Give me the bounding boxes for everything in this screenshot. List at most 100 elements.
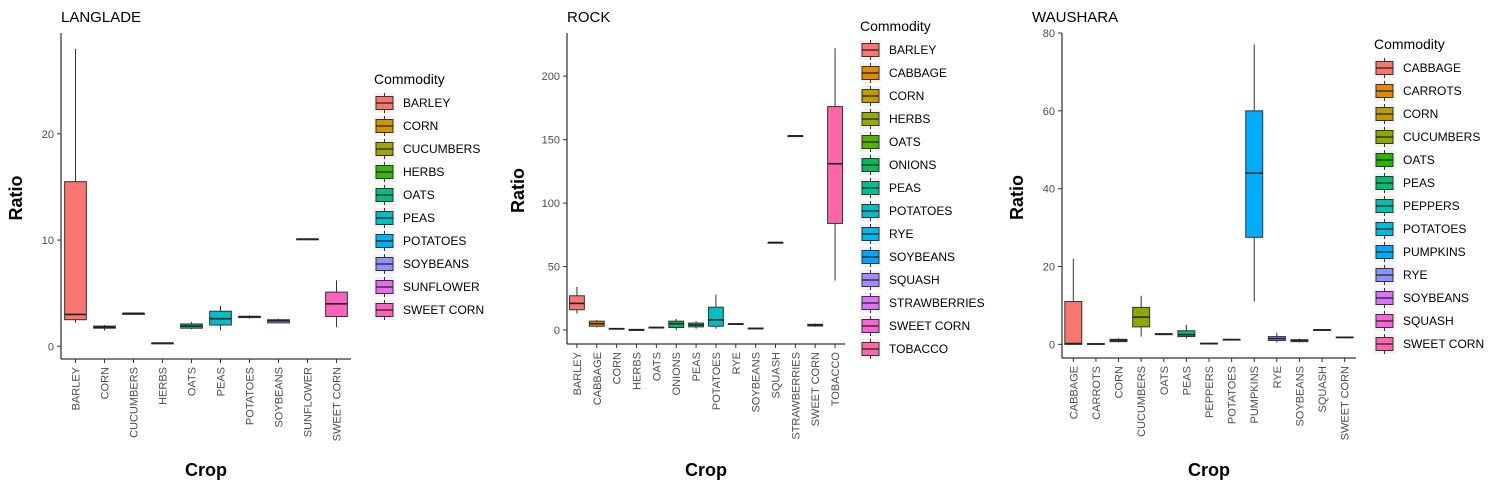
box-oats (1154, 333, 1173, 336)
legend-key (860, 224, 881, 244)
legend-label: CUCUMBERS (403, 142, 480, 156)
legend-label: CABBAGE (889, 66, 947, 80)
legend-label: RYE (889, 227, 913, 241)
x-tick-label: OATS (187, 367, 199, 396)
x-tick-label: CABBAGE (592, 352, 604, 405)
legend-label: SWEET CORN (1403, 337, 1484, 351)
box-squash (1313, 329, 1332, 331)
legend-key (1374, 81, 1395, 101)
box-soybeans (1290, 338, 1309, 343)
box-body (707, 306, 724, 327)
box-sunflower (296, 238, 319, 241)
x-tick-label: POTATOES (711, 352, 723, 410)
x-tick-label: CORN (100, 367, 112, 399)
box-rye (1267, 332, 1286, 343)
box-soybeans (267, 318, 290, 324)
box-body (1177, 330, 1196, 338)
legend-label: SOYBEANS (403, 257, 469, 271)
box-cabbage (1064, 258, 1083, 345)
legend-label: POTATOES (1403, 222, 1466, 236)
legend-key (1374, 242, 1395, 262)
legend-key (1374, 265, 1395, 285)
legend-title: Commodity (1374, 36, 1445, 52)
y-tick-label: 200 (542, 71, 560, 83)
legend-key (860, 293, 881, 313)
x-tick-label: OATS (651, 352, 663, 381)
box-body (827, 106, 844, 224)
box-herbs (151, 342, 174, 345)
y-tick-label: 20 (1043, 262, 1055, 274)
box-oats (648, 326, 665, 329)
box-cucumbers (122, 312, 145, 315)
x-tick-label: SOYBEANS (1294, 366, 1306, 427)
legend-label: POTATOES (889, 204, 952, 218)
legend-key (1374, 219, 1395, 239)
legend-key (860, 40, 881, 60)
y-tick-label: 0 (554, 325, 560, 337)
y-axis-title: Ratio (1007, 175, 1027, 220)
x-tick-label: SUNFLOWER (303, 367, 315, 437)
x-tick-label: PEAS (216, 367, 228, 396)
x-tick-label: PUMPKINS (1249, 366, 1261, 423)
legend-key (860, 316, 881, 336)
legend-key (374, 93, 395, 113)
legend-label: SOYBEANS (1403, 291, 1469, 305)
legend-title: Commodity (374, 71, 445, 87)
legend-label: OATS (1403, 153, 1435, 167)
box-onions (668, 318, 685, 331)
legend-label: PEAS (403, 211, 435, 225)
legend-key (374, 277, 395, 297)
legend-label: POTATOES (403, 234, 466, 248)
x-tick-label: SWEET CORN (810, 352, 822, 426)
legend-label: SWEET CORN (403, 303, 484, 317)
box-barley (568, 286, 585, 314)
legend-key (374, 208, 395, 228)
panel-title: WAUSHARA (1032, 9, 1118, 26)
legend-key (860, 132, 881, 152)
legend-label: TOBACCO (889, 342, 948, 356)
legend-key (1374, 104, 1395, 124)
x-tick-label: POTATOES (245, 367, 257, 425)
legend-key (374, 300, 395, 320)
legend-key (860, 86, 881, 106)
legend-label: SWEET CORN (889, 319, 970, 333)
x-tick-label: SQUASH (771, 352, 783, 399)
legend-key (1374, 150, 1395, 170)
legend-label: RYE (1403, 268, 1427, 282)
box-squash (767, 241, 784, 244)
legend: Commodity CABBAGE CARROTS CORN CUCUMBERS OATS… (1374, 36, 1484, 354)
legend-key (1374, 334, 1395, 354)
y-tick-label: 150 (542, 135, 560, 147)
legend-key (1374, 288, 1395, 308)
legend-key (1374, 196, 1395, 216)
box-potatoes (707, 294, 724, 329)
legend-key (1374, 58, 1395, 78)
box-body (1064, 301, 1083, 345)
x-tick-label: OATS (1159, 366, 1171, 395)
legend-key (860, 339, 881, 359)
box-potatoes (1222, 338, 1241, 341)
x-tick-label: SQUASH (1317, 366, 1329, 413)
box-corn (1109, 338, 1128, 343)
legend-label: SQUASH (1403, 314, 1454, 328)
y-tick-label: 80 (1043, 28, 1055, 40)
y-axis-title: Ratio (6, 175, 26, 220)
legend-label: HERBS (403, 165, 444, 179)
x-tick-label: SWEET CORN (332, 367, 344, 441)
legend-label: CARROTS (1403, 84, 1462, 98)
box-pumpkins (1245, 44, 1264, 302)
box-corn (93, 325, 116, 331)
x-tick-label: CUCUMBERS (1136, 366, 1148, 437)
panel-rock: ROCK 0 50 100 150 200 BARLEY CABBAGE CORN HERBS OA… (508, 9, 985, 480)
legend-label: BARLEY (889, 43, 936, 57)
x-tick-label: HERBS (158, 367, 170, 405)
legend-label: HERBS (889, 112, 930, 126)
x-tick-label: CARROTS (1091, 366, 1103, 420)
legend-label: CORN (1403, 107, 1438, 121)
y-tick-label: 0 (1049, 339, 1055, 351)
x-tick-label: ONIONS (671, 352, 683, 395)
legend-key (860, 109, 881, 129)
legend-key (860, 155, 881, 175)
x-tick-label: POTATOES (1227, 366, 1239, 424)
